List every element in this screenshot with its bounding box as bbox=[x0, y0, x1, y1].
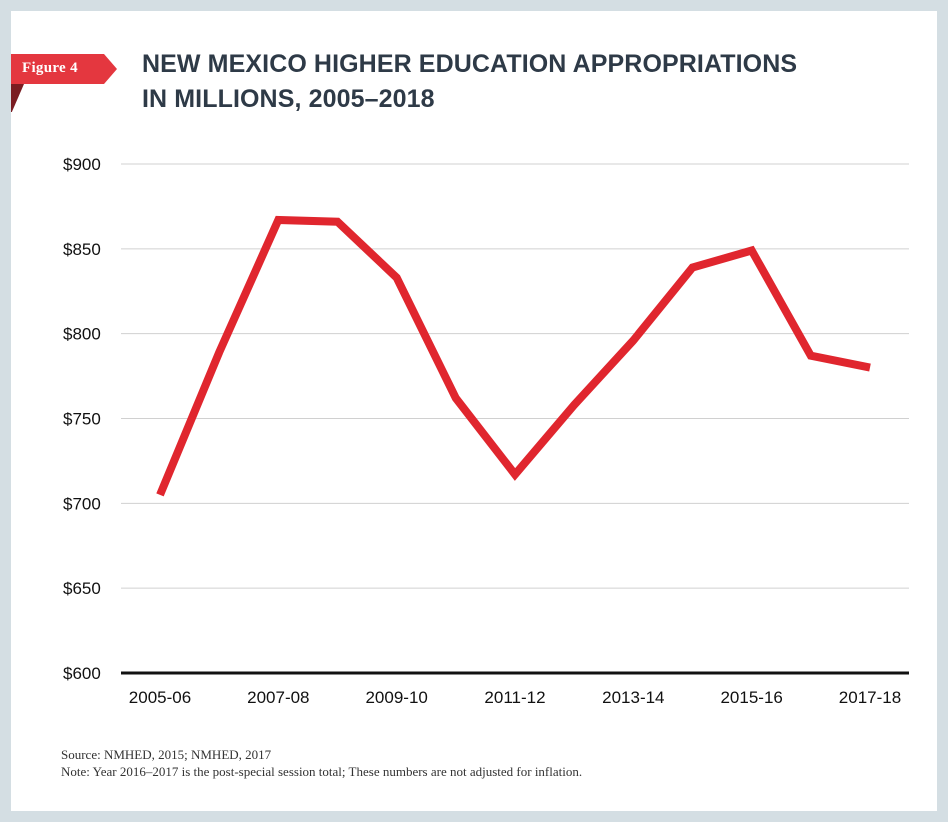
x-tick-label: 2013-14 bbox=[602, 688, 664, 707]
y-tick-label: $600 bbox=[63, 664, 101, 683]
y-tick-label: $800 bbox=[63, 325, 101, 344]
y-tick-label: $700 bbox=[63, 494, 101, 513]
figure-tag-label: Figure 4 bbox=[22, 60, 78, 76]
figure-tag-shape bbox=[11, 54, 117, 112]
source-notes: Source: NMHED, 2015; NMHED, 2017 Note: Y… bbox=[61, 746, 582, 780]
y-tick-label: $750 bbox=[63, 410, 101, 429]
source-text: Source: NMHED, 2015; NMHED, 2017 bbox=[61, 747, 272, 762]
chart-title-line-1: NEW MEXICO HIGHER EDUCATION APPROPRIATIO… bbox=[142, 50, 798, 78]
y-tick-label: $900 bbox=[63, 155, 101, 174]
x-tick-label: 2017-18 bbox=[839, 688, 901, 707]
chart-title-line-2: IN MILLIONS, 2005–2018 bbox=[142, 85, 435, 113]
figure-tag: Figure 4 bbox=[11, 54, 117, 112]
x-tick-label: 2005-06 bbox=[129, 688, 191, 707]
x-tick-label: 2009-10 bbox=[365, 688, 427, 707]
x-tick-label: 2011-12 bbox=[484, 688, 545, 707]
x-tick-label: 2007-08 bbox=[247, 688, 309, 707]
chart-title: NEW MEXICO HIGHER EDUCATION APPROPRIATIO… bbox=[142, 47, 902, 117]
x-tick-label: 2015-16 bbox=[720, 688, 782, 707]
series-line bbox=[156, 215, 871, 497]
y-tick-label: $850 bbox=[63, 240, 101, 259]
figure-panel: Figure 4 NEW MEXICO HIGHER EDUCATION APP… bbox=[11, 11, 937, 811]
y-tick-label: $650 bbox=[63, 579, 101, 598]
note-text: Note: Year 2016–2017 is the post-special… bbox=[61, 764, 583, 779]
